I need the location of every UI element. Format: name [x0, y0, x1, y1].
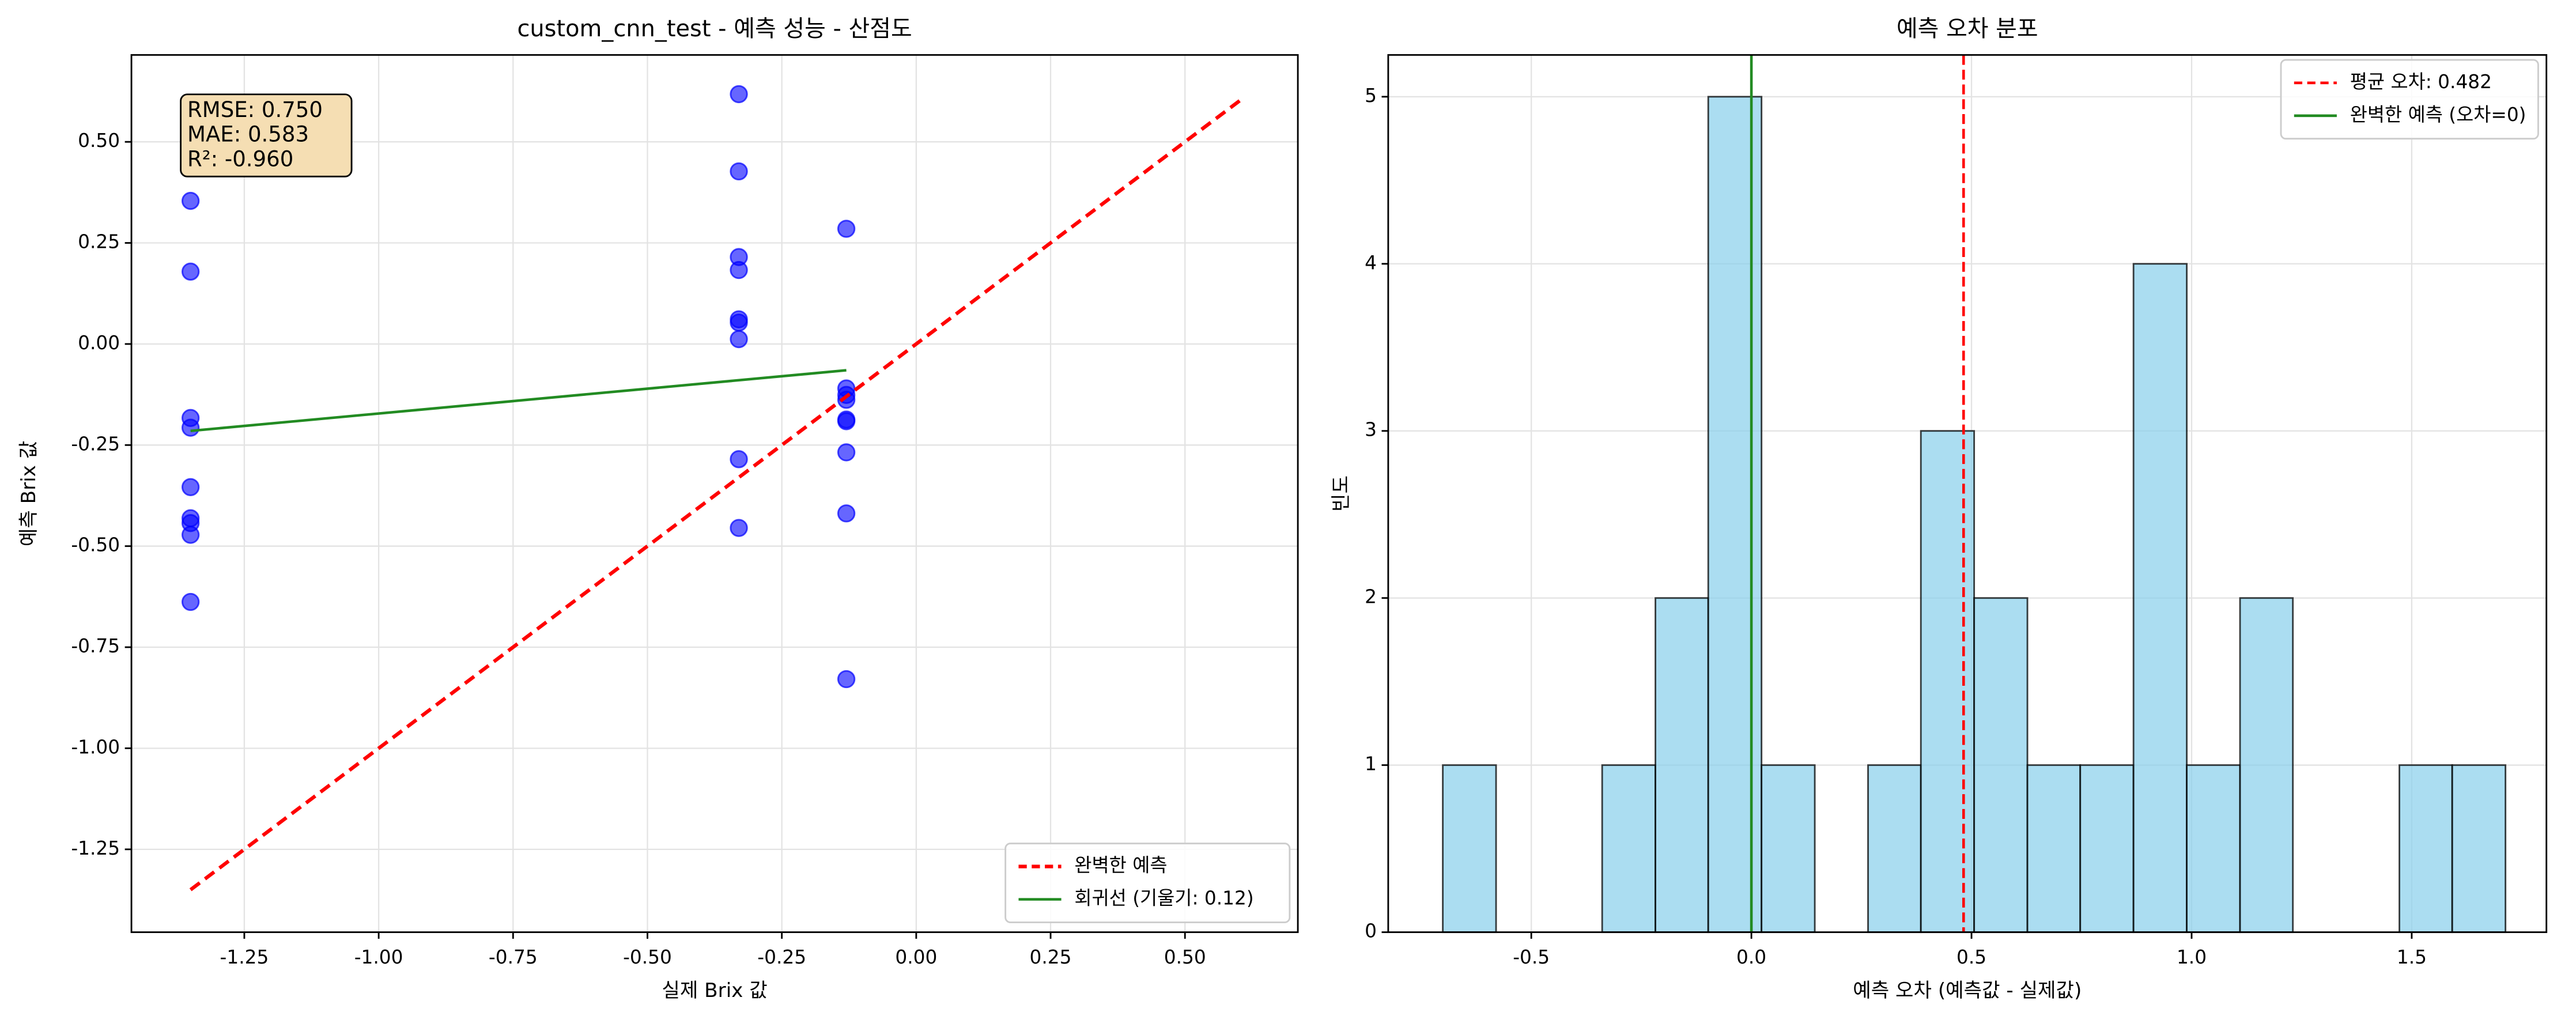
histogram-bar — [1867, 764, 1922, 934]
scatter-point — [181, 191, 200, 210]
histogram-bar — [1920, 430, 1976, 934]
x-tick-label: 0.5 — [1956, 946, 1986, 968]
legend-label: 평균 오차: 0.482 — [2350, 71, 2492, 93]
histogram-bar — [1707, 96, 1763, 934]
y-tick-label: 0 — [1365, 920, 1377, 942]
y-tick-label: 2 — [1365, 586, 1377, 608]
annotation-text: MAE: 0.583 — [187, 122, 309, 147]
x-tick-label: 0.25 — [1030, 946, 1072, 968]
x-tick-label: -0.5 — [1513, 946, 1550, 968]
scatter-point — [730, 260, 748, 279]
y-tick-label: 1 — [1365, 753, 1377, 775]
scatter-point — [730, 85, 748, 104]
y-tick-label: -1.00 — [71, 736, 120, 758]
histogram-bar — [2079, 764, 2135, 934]
y-tick-label: -0.25 — [71, 433, 120, 455]
line — [190, 369, 847, 433]
histogram-bar — [1601, 764, 1657, 934]
x-tick-label: -1.25 — [220, 946, 269, 968]
histogram-bar — [2399, 764, 2453, 934]
plot-border — [1387, 54, 2548, 934]
scatter-point — [181, 418, 200, 437]
histogram-bar — [1761, 764, 1816, 934]
chart-title: 예측 오차 분포 — [1897, 16, 2038, 42]
y-axis-label: 빈도 — [1330, 475, 1353, 512]
scatter-point — [181, 478, 200, 496]
histogram-bar — [1973, 597, 2029, 934]
x-tick-label: -0.50 — [623, 946, 672, 968]
annotation-text: R²: -0.960 — [187, 146, 293, 171]
scatter-point — [837, 220, 856, 238]
y-tick-label: 0.50 — [78, 130, 120, 152]
y-tick-label: -0.75 — [71, 635, 120, 657]
x-tick-label: 1.0 — [2177, 946, 2207, 968]
legend-label: 완벽한 예측 (오차=0) — [2350, 104, 2526, 126]
legend-label: 회귀선 (기울기: 0.12) — [1074, 887, 1253, 909]
x-tick-label: 1.5 — [2397, 946, 2427, 968]
plot-border — [130, 54, 1299, 934]
legend-box — [2280, 59, 2539, 140]
scatter-point — [181, 526, 200, 544]
x-axis-label: 예측 오차 (예측값 - 실제값) — [1853, 979, 2082, 1002]
histogram-bar — [2239, 597, 2294, 934]
y-tick-label: 5 — [1365, 85, 1377, 107]
scatter-point — [730, 450, 748, 469]
scatter-point — [837, 504, 856, 523]
y-axis-label: 예측 Brix 값 — [17, 441, 40, 546]
scatter-point — [181, 262, 200, 281]
histogram-bar — [2186, 764, 2241, 934]
annotation-text: RMSE: 0.750 — [187, 97, 323, 122]
y-tick-label: 0.00 — [78, 332, 120, 354]
y-tick-label: -0.50 — [71, 534, 120, 556]
x-axis-label: 실제 Brix 값 — [662, 979, 767, 1002]
annotation-box — [180, 93, 353, 177]
scatter-point — [837, 412, 856, 430]
y-tick-label: -1.25 — [71, 837, 120, 859]
histogram-bar — [1442, 764, 1497, 934]
line — [189, 96, 1245, 891]
x-tick-label: -1.00 — [354, 946, 403, 968]
histogram-bar — [1655, 597, 1709, 934]
scatter-point — [181, 592, 200, 611]
scatter-point — [730, 162, 748, 181]
scatter-point — [837, 670, 856, 689]
y-tick-label: 0.25 — [78, 231, 120, 253]
legend-label: 완벽한 예측 — [1074, 855, 1167, 877]
y-tick-label: 4 — [1365, 252, 1377, 274]
x-tick-label: -0.25 — [757, 946, 806, 968]
x-tick-label: 0.00 — [895, 946, 937, 968]
scatter-point — [730, 313, 748, 332]
scatter-point — [837, 443, 856, 462]
histogram-bar — [2132, 263, 2188, 934]
histogram-bar — [2451, 764, 2507, 934]
legend-box — [1004, 843, 1291, 923]
x-tick-label: -0.75 — [489, 946, 538, 968]
x-tick-label: 0.50 — [1164, 946, 1206, 968]
x-tick-label: 0.0 — [1736, 946, 1766, 968]
scatter-point — [730, 519, 748, 537]
scatter-point — [730, 330, 748, 349]
histogram-bar — [2026, 764, 2082, 934]
y-tick-label: 3 — [1365, 419, 1377, 441]
chart-title: custom_cnn_test - 예측 성능 - 산점도 — [517, 16, 912, 42]
